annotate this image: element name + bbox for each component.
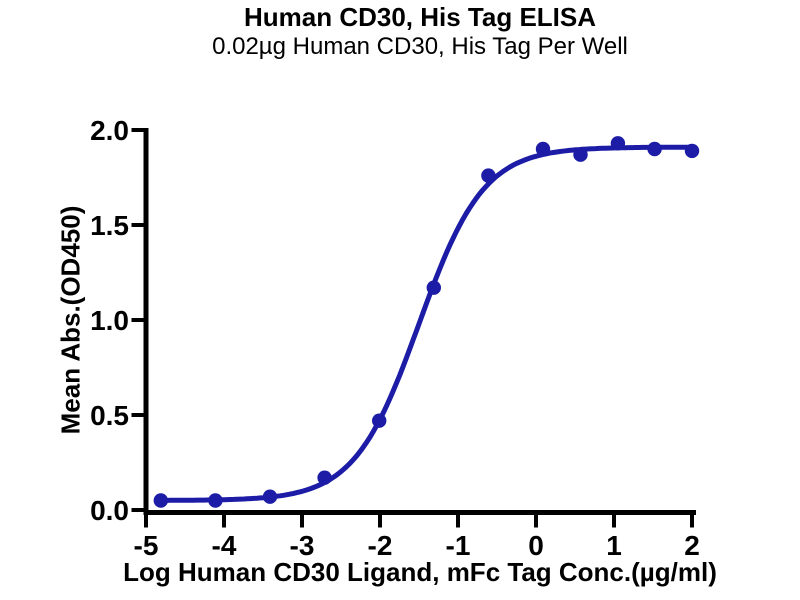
axis-frame <box>143 128 696 515</box>
data-point <box>372 413 387 428</box>
y-tick-label: 1.0 <box>90 305 129 336</box>
chart-title: Human CD30, His Tag ELISA <box>243 2 597 32</box>
y-tick-label: 0.0 <box>90 495 129 526</box>
data-point <box>481 168 496 183</box>
data-point <box>153 493 168 508</box>
x-axis-label: Log Human CD30 Ligand, mFc Tag Conc.(µg/… <box>123 557 717 587</box>
data-point <box>684 143 700 159</box>
data-point <box>610 136 626 151</box>
data-point <box>426 280 441 295</box>
fit-curve <box>158 144 695 503</box>
y-tick-label: 2.0 <box>90 115 129 146</box>
data-point <box>647 141 662 157</box>
y-tick-label: 1.5 <box>90 210 129 241</box>
x-tick-label: -4 <box>212 530 237 561</box>
data-point <box>208 493 223 508</box>
data-point <box>317 470 332 485</box>
x-tick-label: -2 <box>368 530 393 561</box>
data-point <box>573 147 588 162</box>
x-tick-label: 2 <box>684 530 700 561</box>
data-point <box>262 489 278 504</box>
y-tick-label: 0.5 <box>90 400 129 431</box>
data-point <box>535 141 551 157</box>
x-tick-label: -5 <box>134 530 159 561</box>
x-tick-label: -3 <box>290 530 315 561</box>
chart-subtitle: 0.02µg Human CD30, His Tag Per Well <box>212 33 628 60</box>
x-tick-label: -1 <box>446 530 471 561</box>
x-tick-label: 0 <box>528 530 544 561</box>
x-tick-label: 1 <box>606 530 622 561</box>
